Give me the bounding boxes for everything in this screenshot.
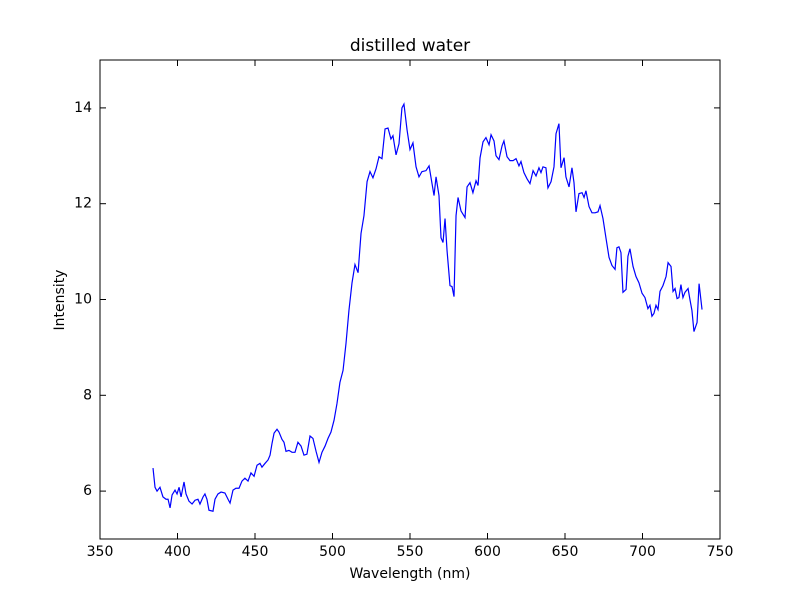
y-axis-label: Intensity [52, 270, 68, 331]
chart-title: distilled water [350, 36, 470, 56]
x-axis-label: Wavelength (nm) [350, 566, 471, 582]
y-tick-label: 14 [74, 100, 92, 116]
x-tick-label: 750 [707, 544, 734, 560]
y-tick-label: 10 [74, 292, 92, 308]
y-tick-label: 12 [74, 196, 92, 212]
x-tick-label: 500 [319, 544, 346, 560]
y-tick-label: 8 [83, 387, 92, 403]
x-tick-label: 700 [629, 544, 656, 560]
x-tick-label: 650 [552, 544, 579, 560]
plot-frame [99, 59, 721, 540]
data-line [152, 102, 703, 512]
x-tick-label: 450 [242, 544, 269, 560]
x-tick-label: 400 [164, 544, 191, 560]
x-tick-label: 550 [397, 544, 424, 560]
y-tick-label: 6 [83, 483, 92, 499]
x-tick-label: 600 [474, 544, 501, 560]
x-tick-label: 350 [87, 544, 114, 560]
